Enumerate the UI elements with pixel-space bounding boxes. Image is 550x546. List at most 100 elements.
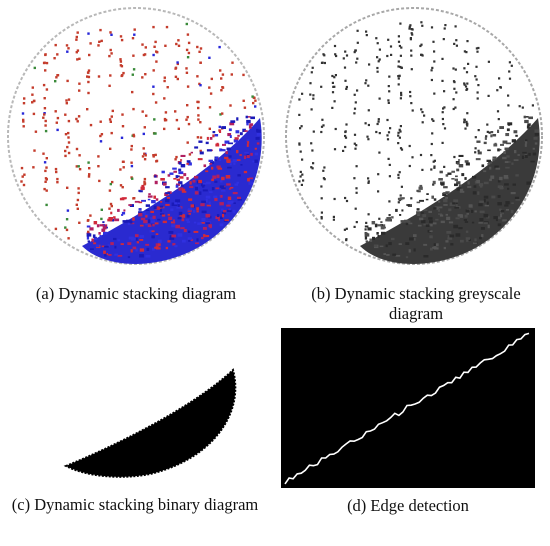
- particle: [388, 163, 391, 166]
- bed-particle: [475, 158, 481, 161]
- particle: [145, 114, 148, 117]
- particle: [430, 142, 433, 146]
- particle: [421, 121, 424, 124]
- particle: [122, 160, 125, 163]
- bed-particle: [188, 239, 191, 242]
- particle: [252, 101, 255, 105]
- particle: [463, 118, 466, 121]
- particle: [378, 58, 381, 61]
- bed-particle: [455, 217, 460, 220]
- particle: [310, 142, 313, 145]
- bed-particle: [141, 199, 146, 202]
- particle: [397, 65, 400, 68]
- particle: [463, 83, 466, 86]
- particle: [31, 93, 34, 96]
- particle: [408, 164, 411, 168]
- particle: [430, 168, 433, 171]
- particle: [131, 177, 134, 180]
- bed-particle: [372, 236, 375, 240]
- bed-particle: [143, 220, 148, 224]
- bed-particle: [180, 164, 186, 168]
- particle: [345, 123, 348, 126]
- bed-particle: [208, 159, 213, 162]
- bed-particle: [443, 192, 448, 195]
- particle: [142, 132, 145, 136]
- bed-particle: [224, 219, 229, 221]
- particle: [455, 39, 458, 42]
- particle: [110, 52, 113, 55]
- bed-particle: [215, 216, 220, 220]
- bed-particle: [113, 237, 117, 241]
- bed-particle: [430, 223, 433, 227]
- bed-particle: [515, 134, 518, 137]
- bed-particle: [221, 187, 226, 190]
- bed-particle: [486, 201, 489, 205]
- bed-particle: [107, 244, 110, 248]
- particle: [55, 76, 58, 79]
- particle: [97, 155, 100, 158]
- bed-particle: [127, 242, 132, 245]
- particle: [54, 80, 57, 83]
- bed-particle: [511, 162, 514, 165]
- bed-particle: [246, 139, 250, 142]
- particle: [409, 95, 412, 98]
- bed-particle: [150, 210, 154, 213]
- particle: [345, 85, 348, 89]
- bed-particle: [492, 158, 495, 162]
- bed-particle: [429, 235, 433, 239]
- particle: [453, 155, 456, 159]
- bed-particle: [430, 247, 433, 251]
- bed-particle: [239, 154, 242, 156]
- particle: [400, 46, 403, 49]
- bed-particle: [167, 197, 170, 199]
- bed-particle: [521, 155, 524, 159]
- bed-particle: [450, 243, 454, 246]
- particle: [312, 162, 315, 165]
- particle: [344, 134, 347, 138]
- bed-particle: [173, 178, 177, 180]
- bed-particle: [507, 161, 511, 163]
- bed-particle: [150, 217, 155, 220]
- bed-particle: [466, 238, 471, 241]
- particle: [133, 197, 136, 200]
- bed-particle: [455, 233, 461, 237]
- particle: [334, 127, 337, 131]
- bed-particle: [145, 223, 151, 226]
- bed-particle: [189, 181, 192, 185]
- particle: [331, 74, 334, 78]
- bed-particle: [200, 203, 205, 207]
- bed-particle: [230, 120, 236, 123]
- bed-particle: [227, 201, 232, 205]
- bed-particle: [153, 195, 156, 199]
- particle: [452, 98, 455, 101]
- particle: [121, 74, 124, 77]
- particle: [143, 177, 147, 181]
- bed-particle: [438, 201, 441, 203]
- bed-particle: [472, 175, 477, 179]
- particle: [208, 106, 212, 109]
- particle: [67, 237, 70, 240]
- bed-particle: [221, 126, 226, 129]
- particle: [45, 203, 48, 207]
- bed-particle: [138, 189, 141, 192]
- bed-particle: [229, 163, 232, 166]
- particle: [421, 168, 424, 171]
- particle: [75, 35, 78, 39]
- bed-particle: [199, 151, 204, 155]
- particle: [109, 48, 112, 52]
- bed-particle: [439, 214, 444, 217]
- particle: [312, 97, 315, 100]
- particle: [218, 125, 221, 129]
- bed-particle: [161, 170, 165, 174]
- bed-particle: [461, 173, 465, 177]
- particle: [208, 127, 211, 130]
- bed-particle: [233, 162, 236, 165]
- particle: [397, 201, 400, 204]
- bed-particle: [373, 244, 378, 248]
- bed-particle: [239, 132, 243, 136]
- bed-particle: [171, 224, 176, 228]
- bed-particle: [442, 192, 447, 196]
- bed-particle: [159, 208, 162, 212]
- particle: [476, 91, 479, 94]
- particle: [355, 144, 358, 147]
